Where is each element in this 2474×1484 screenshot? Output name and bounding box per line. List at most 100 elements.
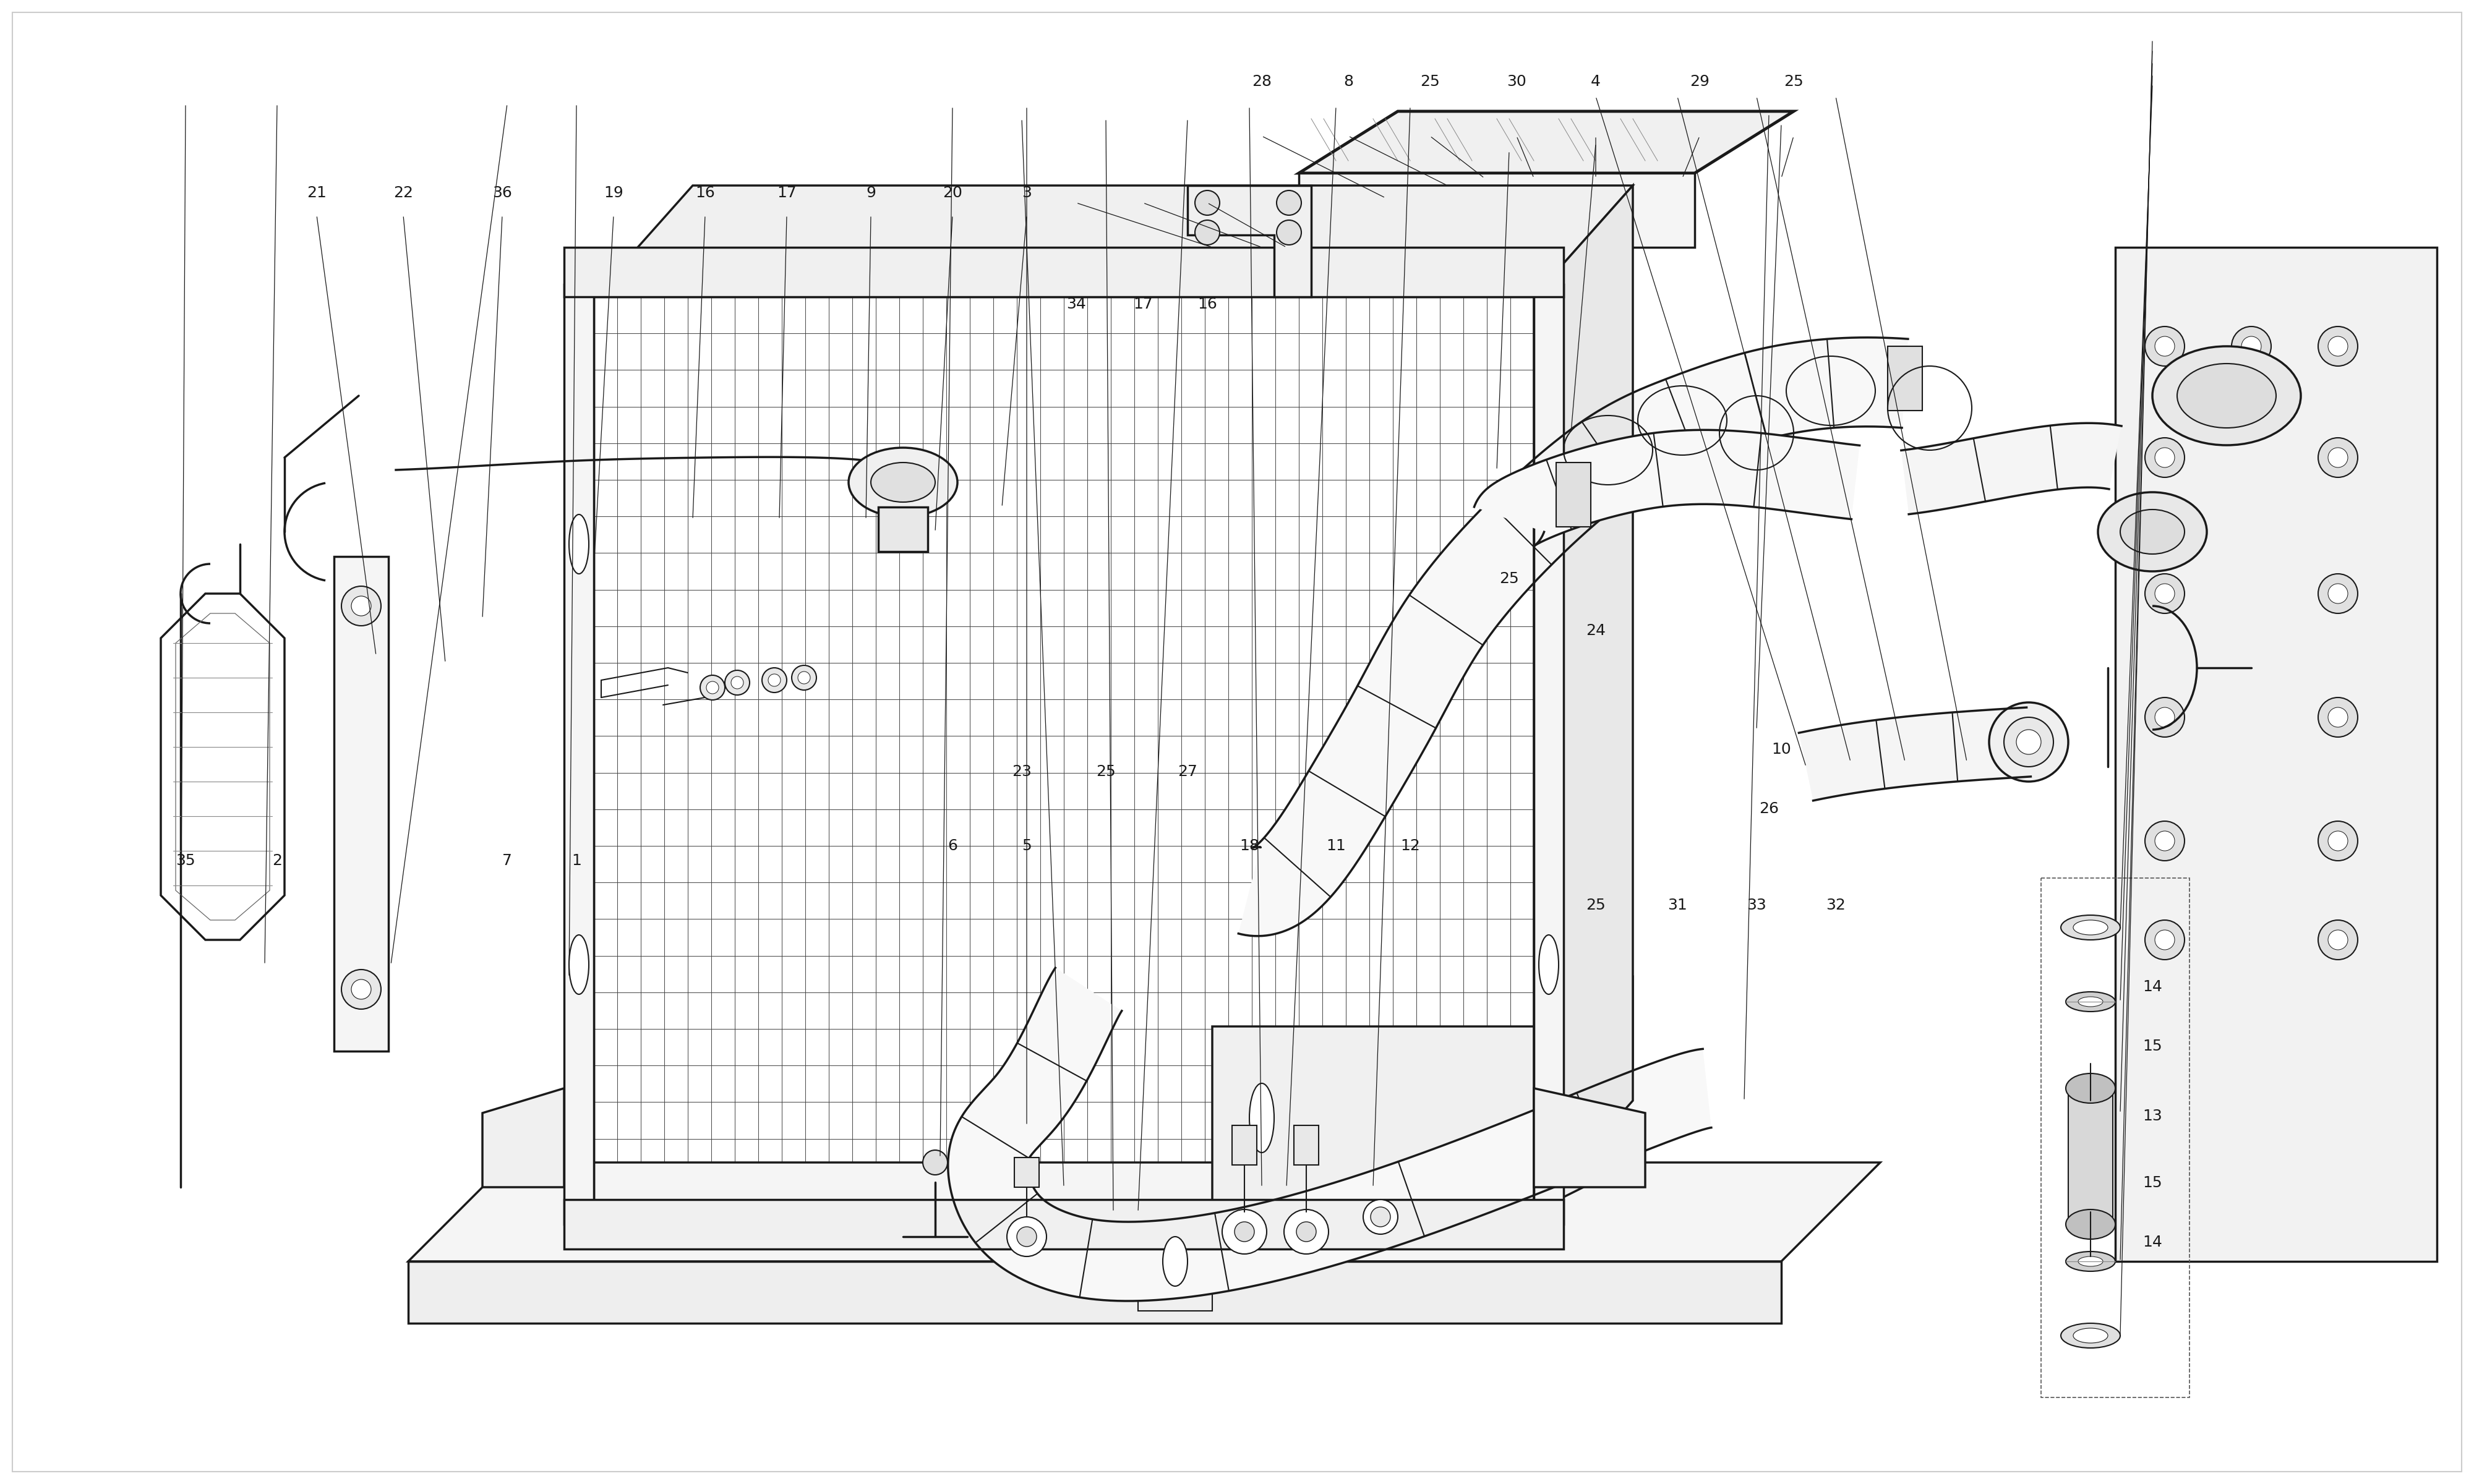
Text: 14: 14 [2142,1235,2162,1250]
Circle shape [2318,920,2358,960]
Circle shape [700,675,725,700]
Circle shape [2328,583,2348,604]
Bar [564,1199,1564,1250]
Bar [1232,1125,1257,1165]
Circle shape [1222,1209,1267,1254]
Polygon shape [408,1162,1880,1261]
Circle shape [2328,337,2348,356]
Ellipse shape [849,448,957,516]
Circle shape [1371,1206,1390,1227]
Circle shape [2318,574,2358,613]
Text: 30: 30 [1507,74,1526,89]
Polygon shape [594,186,1633,297]
Text: 11: 11 [1326,838,1346,853]
Text: 18: 18 [1239,838,1259,853]
Ellipse shape [1539,935,1559,994]
Circle shape [708,681,717,693]
Circle shape [2318,438,2358,478]
Ellipse shape [2066,1073,2115,1103]
Circle shape [1195,190,1220,215]
Circle shape [351,979,371,999]
Text: 26: 26 [1759,801,1779,816]
Circle shape [2155,831,2175,850]
Circle shape [2155,930,2175,950]
Text: 25: 25 [1499,571,1519,586]
Text: 24: 24 [1586,623,1606,638]
Text: 25: 25 [1420,74,1440,89]
Ellipse shape [1163,1236,1188,1287]
Circle shape [1017,1227,1037,1247]
Text: 3: 3 [1022,186,1032,200]
Circle shape [341,586,381,626]
Ellipse shape [2061,916,2120,939]
Circle shape [1007,1217,1047,1257]
Circle shape [2145,920,2185,960]
Circle shape [1277,220,1301,245]
Circle shape [2241,337,2261,356]
Bar [1294,1125,1319,1165]
Text: 12: 12 [1400,838,1420,853]
Bar [2068,1088,2113,1224]
Circle shape [2145,697,2185,738]
Text: 15: 15 [2142,1039,2162,1054]
Bar [1888,346,1922,411]
Circle shape [762,668,787,693]
Circle shape [2145,821,2185,861]
Text: 25: 25 [1784,74,1804,89]
Bar [1534,285,1564,1224]
Circle shape [1989,702,2068,782]
Bar [334,556,388,1051]
Ellipse shape [569,515,589,574]
Polygon shape [1900,423,2123,515]
Ellipse shape [2073,1328,2108,1343]
Text: 19: 19 [604,186,623,200]
Bar [594,297,1534,1212]
Circle shape [2328,448,2348,467]
Bar [564,285,594,1224]
Circle shape [1235,1221,1254,1242]
Ellipse shape [2066,1251,2115,1272]
Bar [1138,1212,1212,1310]
Circle shape [1284,1209,1329,1254]
Polygon shape [1799,708,2031,800]
Circle shape [2004,717,2053,767]
Circle shape [2232,326,2271,367]
Polygon shape [1212,976,1633,1212]
Bar [1299,174,1695,248]
Text: 33: 33 [1747,898,1766,913]
Circle shape [2318,697,2358,738]
Ellipse shape [871,463,935,502]
Text: 14: 14 [2142,979,2162,994]
Text: 10: 10 [1771,742,1791,757]
Text: 31: 31 [1667,898,1687,913]
Bar [2041,879,2189,1398]
Text: 6: 6 [948,838,957,853]
Circle shape [792,665,816,690]
Text: 25: 25 [1586,898,1606,913]
Text: 5: 5 [1022,838,1032,853]
Text: 29: 29 [1690,74,1710,89]
Circle shape [2155,448,2175,467]
Text: 21: 21 [307,186,327,200]
Text: 13: 13 [2142,1109,2162,1123]
Ellipse shape [2061,1324,2120,1347]
Circle shape [1363,1199,1398,1235]
Polygon shape [1534,1088,1645,1187]
Ellipse shape [2098,493,2207,571]
Bar [564,248,1564,297]
Text: 7: 7 [502,853,512,868]
Bar [1556,463,1591,527]
Text: 9: 9 [866,186,876,200]
Circle shape [1195,220,1220,245]
Ellipse shape [2066,1209,2115,1239]
Polygon shape [1239,337,1907,936]
Circle shape [2318,821,2358,861]
Text: 27: 27 [1178,764,1197,779]
Circle shape [2328,930,2348,950]
Circle shape [725,671,750,695]
Text: 28: 28 [1252,74,1272,89]
Text: 34: 34 [1066,297,1086,312]
Circle shape [2318,326,2358,367]
Circle shape [1296,1221,1316,1242]
Circle shape [341,969,381,1009]
